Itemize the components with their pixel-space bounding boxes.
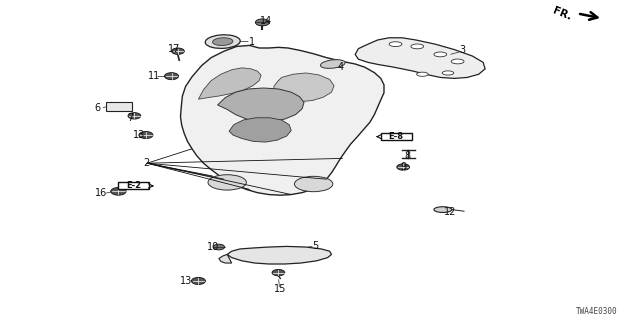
Circle shape [255, 19, 269, 26]
Circle shape [172, 48, 184, 54]
Polygon shape [219, 254, 232, 263]
Circle shape [139, 132, 153, 139]
Circle shape [213, 244, 225, 250]
Ellipse shape [205, 35, 240, 48]
Text: E-8: E-8 [388, 132, 404, 141]
Ellipse shape [442, 71, 454, 75]
Ellipse shape [208, 175, 246, 190]
Text: 4: 4 [338, 61, 344, 72]
Text: 16: 16 [95, 188, 108, 198]
Ellipse shape [294, 176, 333, 192]
Circle shape [111, 188, 126, 195]
Text: 7: 7 [127, 113, 133, 123]
Text: 2: 2 [143, 157, 149, 168]
Ellipse shape [212, 38, 233, 45]
Text: 17: 17 [168, 44, 180, 54]
Circle shape [272, 269, 285, 276]
Text: 6: 6 [95, 103, 101, 113]
Polygon shape [274, 73, 334, 102]
Ellipse shape [417, 72, 428, 76]
Text: 13: 13 [133, 130, 146, 140]
Text: 15: 15 [274, 284, 287, 294]
Text: 14: 14 [259, 16, 272, 26]
Ellipse shape [321, 60, 345, 68]
Ellipse shape [451, 59, 464, 64]
Text: 1: 1 [248, 36, 255, 47]
Text: 11: 11 [147, 71, 160, 81]
FancyBboxPatch shape [118, 182, 149, 189]
Text: 5: 5 [312, 241, 319, 251]
Text: FR.: FR. [551, 6, 573, 22]
Ellipse shape [434, 52, 447, 57]
Text: 3: 3 [459, 45, 465, 55]
Text: 8: 8 [404, 151, 411, 161]
Circle shape [128, 113, 141, 119]
Polygon shape [198, 68, 261, 99]
Text: 13: 13 [179, 276, 192, 286]
Circle shape [191, 277, 205, 284]
Ellipse shape [434, 207, 452, 212]
Polygon shape [218, 88, 304, 122]
Text: 9: 9 [400, 162, 406, 172]
Polygon shape [355, 38, 485, 78]
Polygon shape [180, 45, 384, 195]
Polygon shape [227, 246, 332, 264]
Text: 12: 12 [444, 207, 456, 217]
Text: E-2: E-2 [126, 181, 141, 190]
Text: 10: 10 [207, 242, 220, 252]
Ellipse shape [389, 42, 402, 46]
FancyBboxPatch shape [381, 133, 412, 140]
Ellipse shape [411, 44, 424, 49]
Polygon shape [229, 118, 291, 142]
Text: TWA4E0300: TWA4E0300 [576, 307, 618, 316]
Bar [106, 102, 132, 111]
Circle shape [164, 73, 179, 80]
Circle shape [397, 164, 410, 170]
